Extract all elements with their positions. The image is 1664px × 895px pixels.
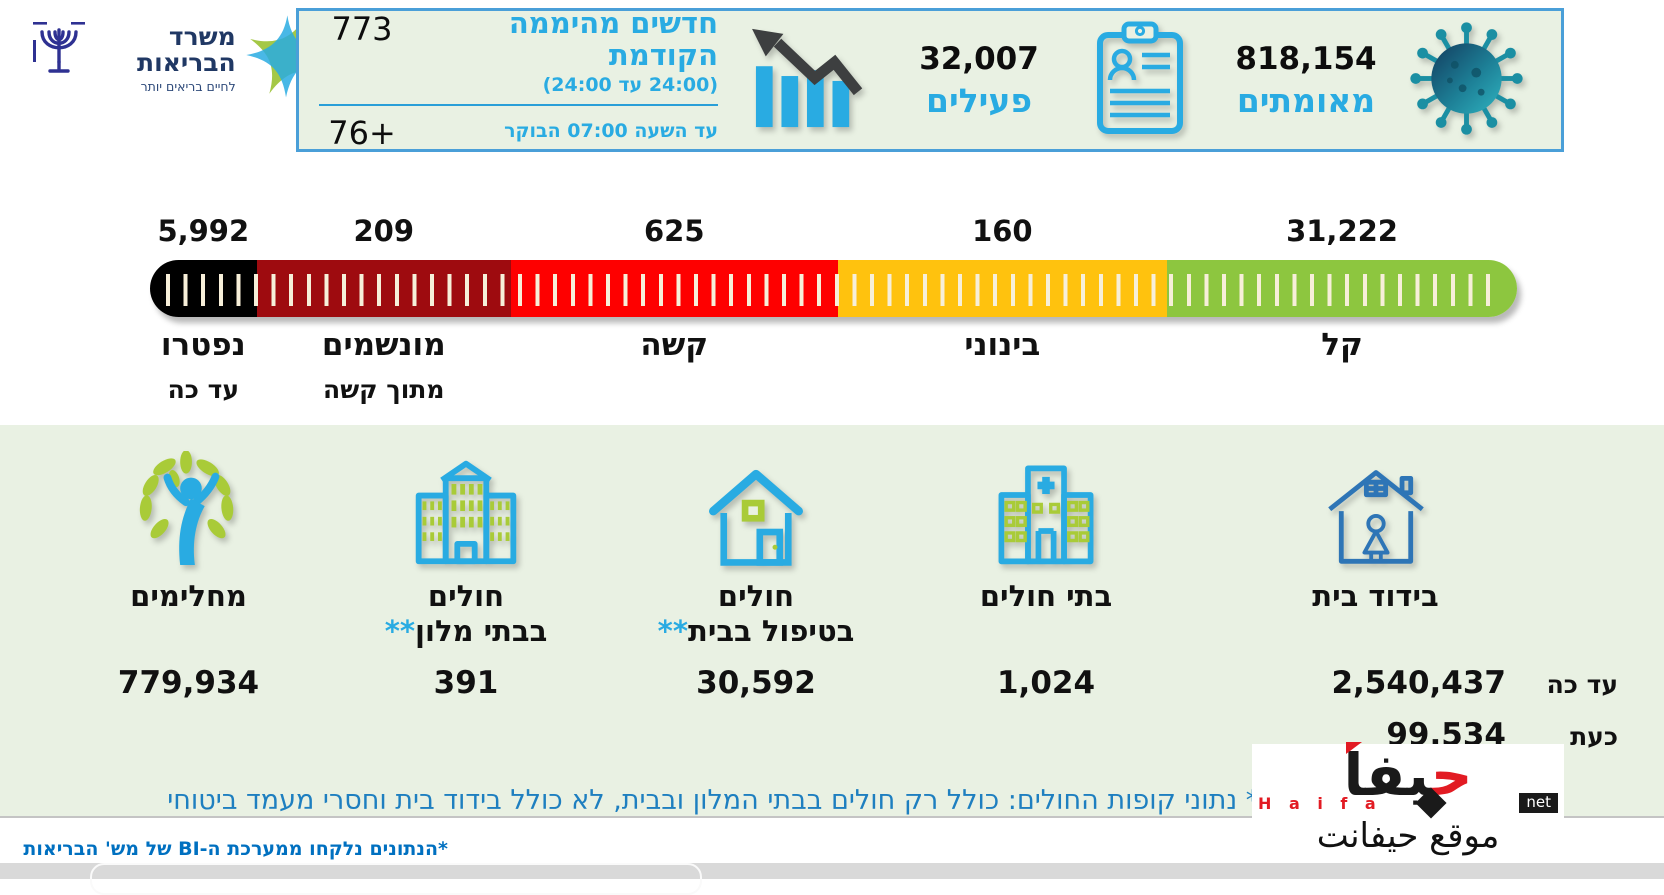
morning-cases-value: 76+	[328, 113, 396, 152]
ministry-emblem-icon	[33, 22, 85, 73]
home-care-patients-label: חולים בטיפול בבית**	[657, 579, 855, 649]
new-cases-row: חדשים מהיממה הקודמת (24:00 עד 24:00) 773	[319, 6, 718, 96]
confirmed-stat: 818,154 מאומתים	[1226, 41, 1386, 120]
new-cases-divider	[319, 103, 718, 106]
gauge-label-mild: קל	[1321, 327, 1363, 363]
ministry-logo: משרד הבריאות לחיים בריאים יותר	[33, 14, 326, 100]
haifa-net-badge: net	[1519, 793, 1558, 813]
home-isolation-icon	[1322, 447, 1430, 569]
gauge-label-ventilated: מונשמים מתוך קשה	[321, 327, 446, 404]
recovered-value: 779,934	[117, 665, 260, 701]
gauge-value-ventilated: 209	[353, 214, 415, 248]
card-home-care-patients: חולים בטיפול בבית** 30,592	[611, 447, 901, 769]
home-care-patients-value: 30,592	[696, 665, 816, 701]
hotel-patients-label: חולים בבתי מלון**	[384, 579, 548, 649]
new-cases-title: חדשים מהיממה הקודמת	[508, 6, 718, 72]
haifa-tagline: موقع حيفانت	[1316, 816, 1500, 856]
ministry-star-icon	[246, 15, 326, 98]
severity-gauge: 5,992 209 625 160 31,222 נפטרו עד כה מונ…	[150, 214, 1517, 404]
home-care-asterisks: **	[657, 614, 689, 649]
ministry-name: משרד הבריאות לחיים בריאים יותר	[137, 24, 236, 94]
isolation-total-row: עד כה 2,540,437	[1191, 665, 1618, 701]
recovered-label: מחלימים	[130, 579, 247, 613]
confirmed-value: 818,154	[1235, 40, 1377, 77]
gauge-value-moderate: 160	[972, 214, 1033, 248]
haifa-diamond-icon	[1414, 787, 1447, 819]
gauge-value-mild: 31,222	[1286, 214, 1398, 248]
active-label: פעילים	[925, 80, 1033, 120]
card-recovered: מחלימים 779,934	[56, 447, 321, 769]
haifa-arabic-wordmark: حيفا	[1343, 741, 1473, 809]
hotel-patients-value: 391	[433, 665, 499, 701]
confirmed-label: מאומתים	[1236, 80, 1376, 120]
daily-summary-box: 818,154 מאומתים 32,007 פעילים	[296, 6, 1564, 152]
stats-cards: מחלימים 779,934	[0, 425, 1664, 769]
ministry-name-line1: משרד	[168, 22, 236, 51]
gauge-values-row: 5,992 209 625 160 31,222	[150, 214, 1517, 248]
card-hospitals: בתי חולים 1,024	[901, 447, 1191, 769]
bottom-scroll-bar[interactable]	[0, 863, 1664, 895]
hospital-icon	[989, 447, 1103, 569]
new-cases-subtitle: (24:00 עד 24:00)	[542, 73, 718, 96]
morning-cases-label: עד השעה 07:00 הבוקר	[504, 119, 718, 142]
morning-cases-row: עד השעה 07:00 הבוקר 76+	[319, 112, 718, 152]
gauge-value-severe: 625	[643, 214, 705, 248]
hospitals-value: 1,024	[996, 665, 1096, 701]
haifa-latin-row: H a i f a net	[1258, 787, 1558, 819]
new-cases-text: חדשים מהיממה הקודמת (24:00 עד 24:00)	[405, 6, 718, 96]
trend-chart-icon	[748, 25, 864, 135]
virus-icon	[1404, 16, 1529, 145]
haifa-latin-wordmark: H a i f a	[1258, 793, 1382, 813]
gauge-value-deceased: 5,992	[157, 214, 250, 248]
home-care-icon	[700, 447, 812, 569]
isolation-total-value: 2,540,437	[1331, 665, 1506, 701]
new-cases-block: חדשים מהיממה הקודמת (24:00 עד 24:00) 773…	[319, 6, 718, 152]
ministry-name-line2: הבריאות	[137, 47, 236, 77]
recovered-icon	[135, 447, 243, 569]
hospitals-label: בתי חולים	[979, 579, 1113, 613]
gauge-label-moderate: בינוני	[964, 327, 1041, 363]
ministry-tagline: לחיים בריאים יותר	[140, 79, 236, 94]
bottom-bar-pill	[90, 863, 702, 895]
home-isolation-label: בידוד בית	[1312, 579, 1439, 613]
haifa-flag-icon	[1346, 742, 1362, 754]
gauge-label-severe: קשה	[640, 327, 709, 363]
isolation-current-label: כעת	[1570, 722, 1618, 751]
isolation-total-label: עד כה	[1546, 670, 1618, 699]
new-cases-value: 773	[331, 10, 393, 49]
gauge-ticks	[166, 273, 1501, 306]
clipboard-icon	[1094, 19, 1186, 141]
active-stat: 32,007 פעילים	[904, 41, 1054, 120]
card-home-isolation: בידוד בית עד כה 2,540,437 כעת 99,534	[1191, 447, 1664, 769]
hmo-data-footnote: ** נתוני קופות החולים: כולל רק חולים בבת…	[167, 785, 1273, 816]
haifa-net-logo: حيفا H a i f a net موقع حيفانت	[1252, 741, 1564, 858]
gauge-bar	[150, 260, 1517, 317]
card-hotel-patients: חולים בבתי מלון** 391	[321, 447, 611, 769]
hotel-icon	[408, 447, 524, 569]
gauge-label-deceased: נפטרו עד כה	[160, 327, 246, 404]
hotel-asterisks: **	[384, 614, 416, 649]
gauge-labels-row: נפטרו עד כה מונשמים מתוך קשה קשה בינוני …	[150, 327, 1517, 404]
active-value: 32,007	[919, 40, 1039, 77]
